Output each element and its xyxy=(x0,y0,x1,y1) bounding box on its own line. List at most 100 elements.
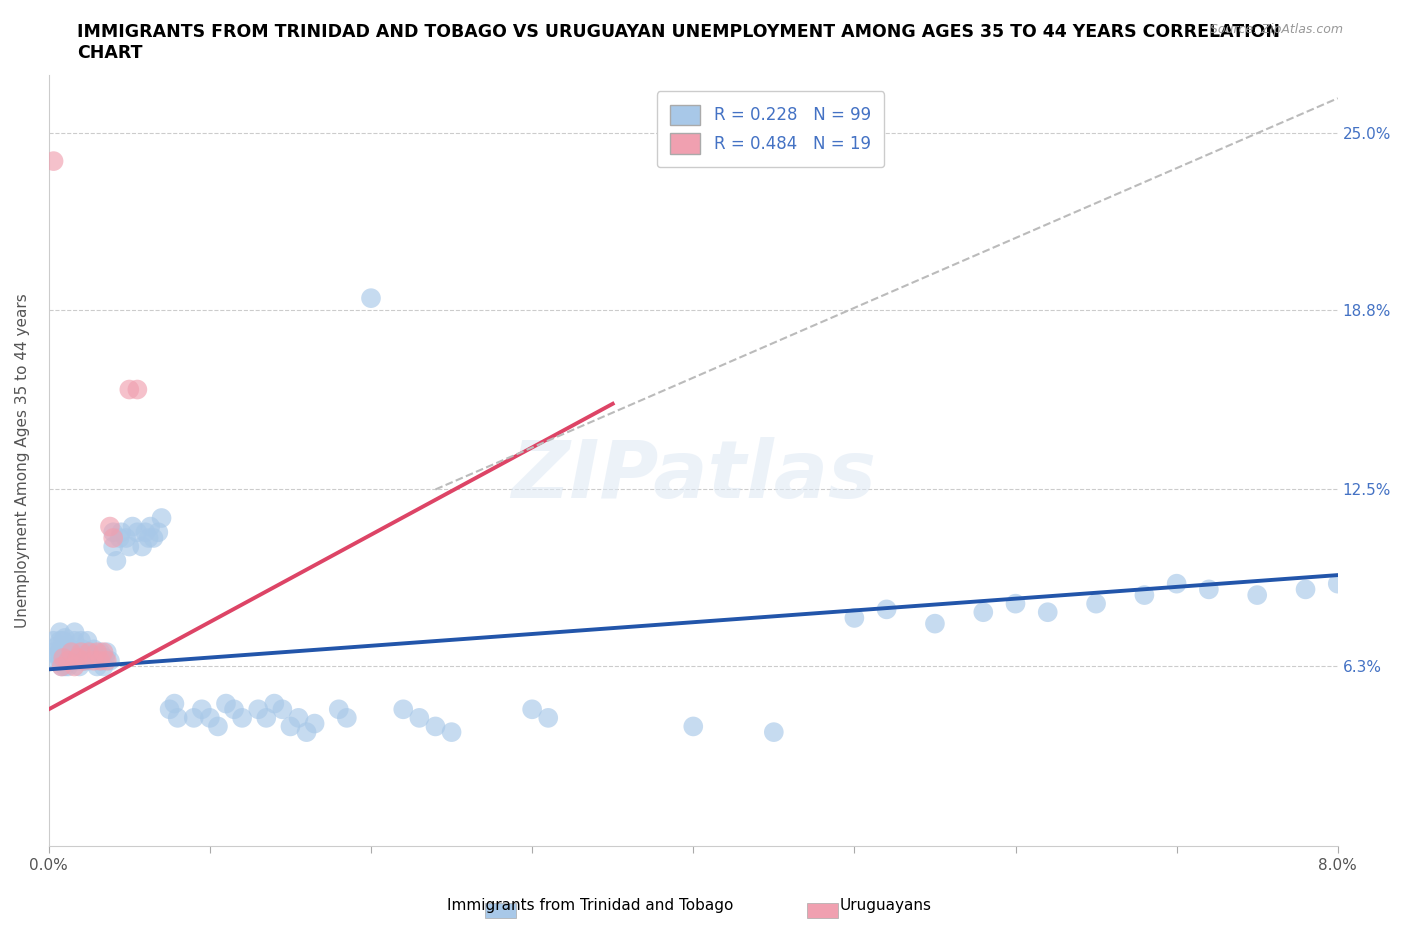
Point xyxy=(60,650,83,665)
Point xyxy=(70,644,93,659)
Point xyxy=(127,525,149,539)
Point xyxy=(138,530,160,545)
Point xyxy=(77,653,100,668)
Point xyxy=(59,644,82,659)
Point xyxy=(42,644,65,659)
Point xyxy=(163,697,186,711)
Point xyxy=(87,650,110,665)
Point xyxy=(42,633,65,648)
Point xyxy=(247,702,270,717)
Text: Immigrants from Trinidad and Tobago: Immigrants from Trinidad and Tobago xyxy=(447,897,734,912)
Point xyxy=(49,644,72,659)
Point xyxy=(77,644,100,659)
Point xyxy=(42,653,65,668)
Point xyxy=(1326,577,1348,591)
Text: Uruguayans: Uruguayans xyxy=(839,897,932,912)
Point xyxy=(70,644,93,659)
Point xyxy=(52,650,75,665)
Point xyxy=(89,653,111,668)
Point xyxy=(762,724,785,739)
Point xyxy=(63,659,86,674)
Point xyxy=(876,602,898,617)
Point xyxy=(222,702,245,717)
Point xyxy=(62,653,84,668)
Point xyxy=(1166,577,1188,591)
Point xyxy=(53,659,76,674)
Point xyxy=(103,525,125,539)
Point xyxy=(52,653,75,668)
Point xyxy=(121,519,143,534)
Point xyxy=(53,650,76,665)
Point xyxy=(93,659,115,674)
Point xyxy=(49,625,72,640)
Point xyxy=(392,702,415,717)
Text: IMMIGRANTS FROM TRINIDAD AND TOBAGO VS URUGUAYAN UNEMPLOYMENT AMONG AGES 35 TO 4: IMMIGRANTS FROM TRINIDAD AND TOBAGO VS U… xyxy=(77,23,1281,62)
Point xyxy=(148,525,170,539)
Point xyxy=(49,653,72,668)
Point xyxy=(108,530,131,545)
Point xyxy=(66,653,89,668)
Point xyxy=(972,604,994,619)
Point xyxy=(1085,596,1108,611)
Point xyxy=(440,724,463,739)
Point xyxy=(90,653,112,668)
Point xyxy=(51,642,73,657)
Point xyxy=(280,719,302,734)
Point xyxy=(51,659,73,674)
Point xyxy=(79,644,101,659)
Point xyxy=(166,711,188,725)
Point xyxy=(59,653,82,668)
Point xyxy=(86,644,108,659)
Point xyxy=(118,539,141,554)
Point xyxy=(198,711,221,725)
Point xyxy=(159,702,181,717)
Point xyxy=(51,659,73,674)
Point xyxy=(1004,596,1026,611)
Point xyxy=(271,702,294,717)
Point xyxy=(1133,588,1156,603)
Point xyxy=(55,653,77,668)
Point xyxy=(142,530,165,545)
Point xyxy=(56,659,79,674)
Point xyxy=(82,650,104,665)
Point xyxy=(360,291,382,306)
Point xyxy=(537,711,560,725)
Point xyxy=(150,511,173,525)
Point xyxy=(96,653,118,668)
Point xyxy=(93,644,115,659)
Point xyxy=(103,530,125,545)
Point xyxy=(55,644,77,659)
Point xyxy=(73,653,96,668)
Point xyxy=(65,644,87,659)
Point xyxy=(76,633,98,648)
Point xyxy=(56,653,79,668)
Point xyxy=(139,519,162,534)
Point xyxy=(110,525,132,539)
Point xyxy=(83,642,105,657)
Point xyxy=(1198,582,1220,597)
Text: Source: ZipAtlas.com: Source: ZipAtlas.com xyxy=(1209,23,1343,36)
Point xyxy=(408,711,430,725)
Point xyxy=(63,633,86,648)
Point xyxy=(103,539,125,554)
Point xyxy=(83,653,105,668)
Point xyxy=(682,719,704,734)
Point xyxy=(72,642,94,657)
Point xyxy=(1036,604,1059,619)
Point xyxy=(63,625,86,640)
Point xyxy=(425,719,447,734)
Point xyxy=(72,653,94,668)
Point xyxy=(51,650,73,665)
Point xyxy=(86,659,108,674)
Point xyxy=(328,702,350,717)
Point xyxy=(73,653,96,668)
Point xyxy=(49,633,72,648)
Legend: R = 0.228   N = 99, R = 0.484   N = 19: R = 0.228 N = 99, R = 0.484 N = 19 xyxy=(657,91,884,167)
Point xyxy=(520,702,543,717)
Point xyxy=(105,553,128,568)
Y-axis label: Unemployment Among Ages 35 to 44 years: Unemployment Among Ages 35 to 44 years xyxy=(15,294,30,629)
Point xyxy=(94,650,117,665)
Point xyxy=(52,644,75,659)
Point xyxy=(60,644,83,659)
Point xyxy=(207,719,229,734)
